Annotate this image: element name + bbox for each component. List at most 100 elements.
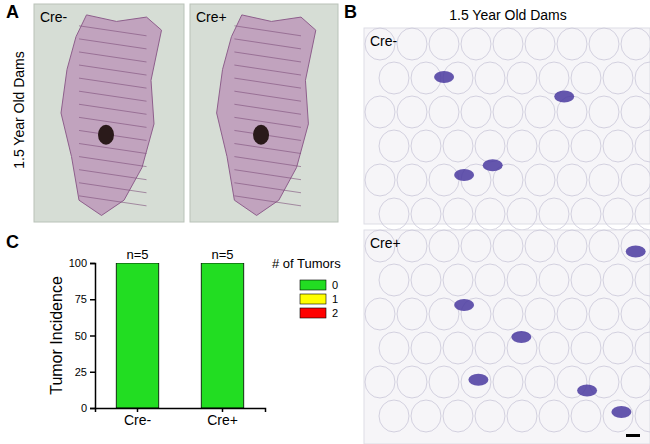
adipocyte	[475, 332, 505, 364]
histology-image	[364, 230, 650, 444]
adipocyte	[621, 96, 650, 128]
adipocyte	[507, 62, 537, 94]
bar	[201, 263, 244, 264]
adipocyte	[379, 62, 409, 94]
adipocyte	[379, 264, 409, 296]
adipocyte	[411, 332, 441, 364]
adipocyte	[525, 298, 555, 330]
adipocyte	[589, 96, 619, 128]
adipocyte	[493, 96, 523, 128]
duct	[234, 52, 301, 62]
legend-label: 2	[332, 307, 338, 319]
duct	[79, 144, 147, 154]
adipocyte	[539, 400, 569, 432]
image-background	[190, 4, 338, 222]
legend-swatch	[300, 280, 326, 290]
adipocyte	[589, 28, 619, 60]
adipocyte	[603, 264, 633, 296]
adipocyte	[507, 332, 537, 364]
legend-swatch	[300, 308, 326, 318]
adipocyte	[539, 198, 569, 230]
adipocyte	[461, 96, 491, 128]
image-label: Cre-	[40, 9, 68, 25]
adipocyte	[379, 130, 409, 162]
adipocyte	[475, 130, 505, 162]
adipocyte	[475, 198, 505, 230]
epithelium	[554, 91, 574, 103]
tissue	[61, 15, 162, 216]
adipocyte	[589, 164, 619, 196]
tick: 25	[75, 366, 95, 378]
epithelium	[454, 169, 474, 181]
duct	[79, 26, 147, 36]
adipocyte	[365, 298, 395, 330]
adipocyte	[603, 198, 633, 230]
epithelium	[626, 245, 646, 257]
adipocyte	[571, 198, 601, 230]
adipocyte	[461, 366, 491, 398]
tick: 0	[81, 402, 95, 414]
adipocyte	[635, 62, 650, 94]
x-axis: Cre- Cre+	[96, 408, 266, 428]
adipocyte	[525, 230, 555, 262]
whole-mount-image	[34, 4, 184, 222]
duct	[234, 117, 301, 127]
adipocyte	[507, 400, 537, 432]
scale-bar	[626, 434, 640, 437]
axis-line	[96, 409, 266, 413]
duct	[234, 104, 301, 114]
adipocyte	[379, 198, 409, 230]
panel-label: B	[344, 2, 357, 22]
adipocyte	[397, 298, 427, 330]
adipocyte	[397, 366, 427, 398]
adipocyte	[603, 400, 633, 432]
tick: Cre-	[124, 408, 152, 428]
adipocyte	[539, 62, 569, 94]
duct	[234, 144, 301, 154]
image-background	[34, 4, 184, 222]
adipocyte	[539, 264, 569, 296]
adipocyte	[365, 164, 395, 196]
duct	[234, 183, 301, 193]
adipocyte	[461, 28, 491, 60]
image-label: Cre+	[196, 9, 227, 25]
epithelium	[434, 71, 454, 83]
adipocyte	[635, 400, 650, 432]
annotation: n=5	[211, 247, 233, 262]
tick-label: 75	[75, 293, 87, 305]
adipocyte	[411, 264, 441, 296]
duct	[79, 78, 147, 88]
epithelium	[511, 331, 531, 343]
image-background	[364, 28, 650, 224]
adipocyte	[411, 198, 441, 230]
adipocyte	[571, 264, 601, 296]
tick: Cre+	[207, 408, 238, 428]
adipocyte	[621, 230, 650, 262]
adipocyte	[443, 264, 473, 296]
adipocyte	[397, 28, 427, 60]
tick-label: 100	[69, 257, 87, 269]
adipocyte	[429, 230, 459, 262]
duct	[234, 170, 301, 180]
duct	[79, 117, 147, 127]
adipocyte	[443, 130, 473, 162]
adipocyte	[365, 366, 395, 398]
tick: 50	[75, 330, 95, 342]
adipocyte	[525, 28, 555, 60]
legend-swatch	[300, 294, 326, 304]
panel-label: C	[6, 232, 19, 252]
tick-mark	[90, 408, 95, 410]
adipocyte	[621, 28, 650, 60]
adipocyte	[571, 400, 601, 432]
adipocyte	[571, 62, 601, 94]
adipocyte	[429, 298, 459, 330]
adipocyte	[557, 164, 587, 196]
adipocyte	[635, 264, 650, 296]
adipocyte	[429, 28, 459, 60]
adipocyte	[571, 332, 601, 364]
tick-label: 25	[75, 366, 87, 378]
adipocyte	[589, 230, 619, 262]
duct	[234, 26, 301, 36]
duct	[79, 65, 147, 75]
epithelium	[577, 385, 597, 397]
